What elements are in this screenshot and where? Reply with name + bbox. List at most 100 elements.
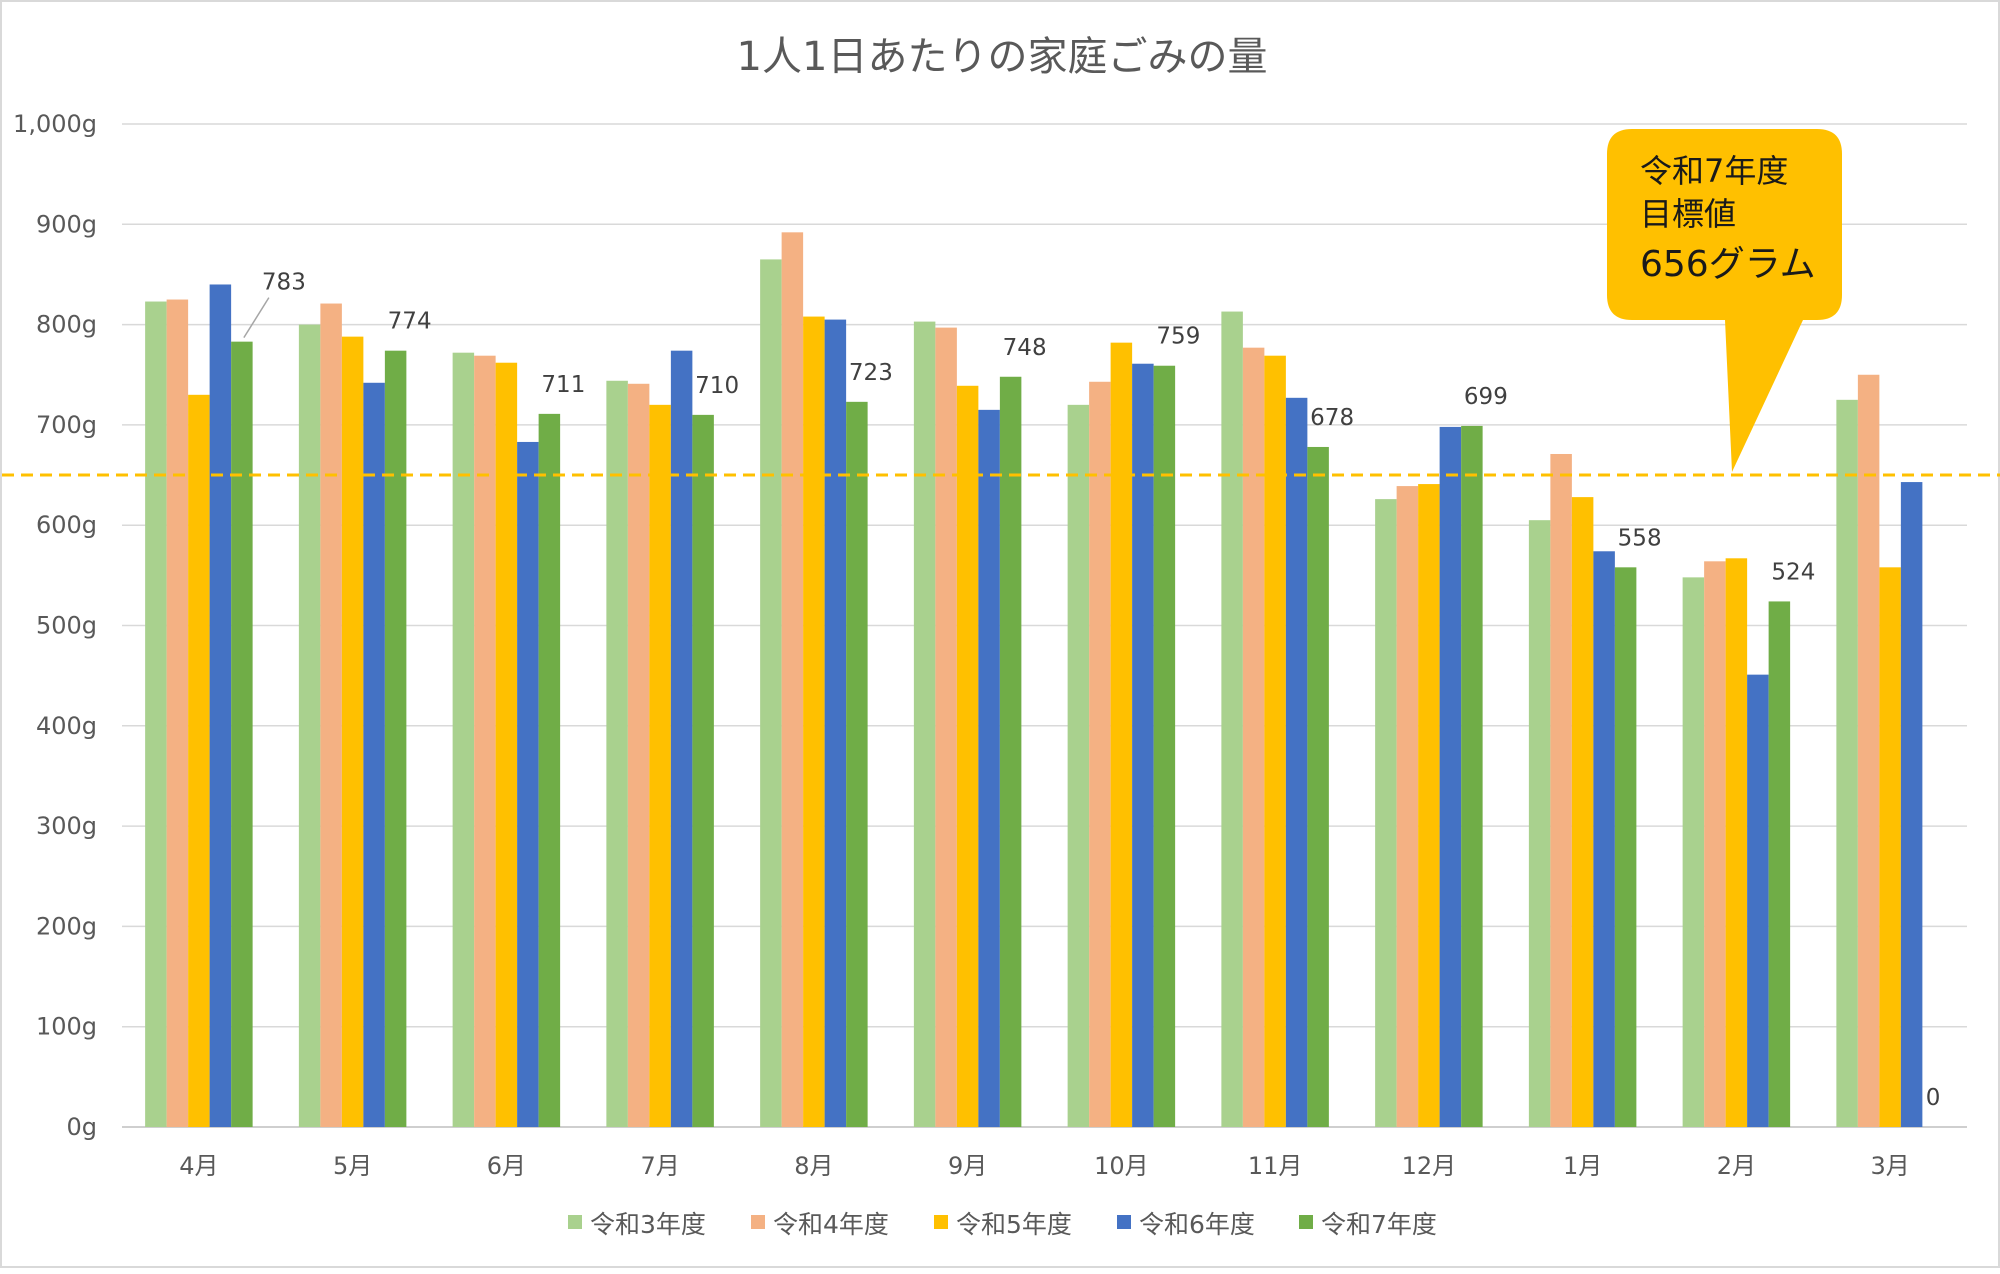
bar bbox=[1704, 561, 1726, 1127]
bar bbox=[692, 414, 714, 1127]
y-tick-label: 600g bbox=[36, 511, 97, 539]
data-label: 0 bbox=[1926, 1085, 1941, 1111]
bar bbox=[298, 324, 321, 1128]
x-tick-label: 2月 bbox=[1717, 1152, 1756, 1180]
bar bbox=[1153, 365, 1176, 1127]
callout-line3: 656グラム bbox=[1640, 244, 1816, 285]
legend-label: 令和7年度 bbox=[1321, 1210, 1437, 1239]
y-tick-label: 200g bbox=[36, 912, 97, 940]
bar bbox=[188, 394, 210, 1127]
legend-label: 令和6年度 bbox=[1139, 1210, 1255, 1239]
bar bbox=[1682, 577, 1705, 1127]
legend-swatch bbox=[568, 1215, 582, 1229]
bar bbox=[363, 382, 385, 1127]
x-tick-label: 12月 bbox=[1402, 1152, 1457, 1180]
bar bbox=[1221, 311, 1243, 1127]
bar bbox=[1396, 486, 1419, 1127]
bar bbox=[1242, 347, 1265, 1127]
chart-title: 1人1日あたりの家庭ごみの量 bbox=[737, 34, 1268, 80]
bar bbox=[1461, 425, 1483, 1127]
y-tick-label: 300g bbox=[36, 812, 97, 840]
y-tick-label: 700g bbox=[36, 411, 97, 439]
bar bbox=[1550, 453, 1572, 1127]
bar bbox=[606, 380, 628, 1127]
bar bbox=[1067, 404, 1090, 1128]
y-tick-label: 0g bbox=[66, 1113, 97, 1141]
y-tick-label: 1,000g bbox=[13, 110, 97, 138]
bar bbox=[1836, 399, 1858, 1127]
data-label: 783 bbox=[262, 270, 306, 296]
bar bbox=[1879, 567, 1901, 1127]
data-label: 699 bbox=[1464, 384, 1508, 410]
data-label: 748 bbox=[1003, 335, 1047, 361]
bar bbox=[452, 352, 475, 1128]
bar bbox=[166, 299, 189, 1127]
callout-line1: 令和7年度 bbox=[1640, 152, 1788, 190]
data-label: 759 bbox=[1156, 324, 1200, 350]
data-label: 723 bbox=[849, 360, 893, 386]
bar bbox=[341, 336, 364, 1127]
bar bbox=[1528, 520, 1551, 1127]
x-tick-label: 9月 bbox=[948, 1152, 987, 1180]
bar bbox=[935, 327, 957, 1127]
bar bbox=[1857, 374, 1880, 1127]
bar bbox=[1307, 446, 1329, 1127]
data-label: 710 bbox=[695, 373, 739, 399]
bar bbox=[781, 232, 804, 1128]
legend: 令和3年度 令和4年度 令和5年度 令和6年度 令和7年度 bbox=[568, 1210, 1437, 1239]
bar bbox=[1614, 567, 1637, 1127]
x-tick-label: 1月 bbox=[1563, 1152, 1602, 1180]
x-axis-ticks: 4月 5月 6月 7月 8月 9月 10月 11月 12月 1月 2月 3月 bbox=[179, 1152, 1910, 1180]
bar bbox=[1264, 355, 1286, 1127]
callout-line2: 目標値 bbox=[1640, 195, 1736, 233]
legend-swatch bbox=[1299, 1215, 1313, 1229]
bar bbox=[320, 303, 342, 1127]
bar bbox=[1089, 381, 1111, 1127]
data-label: 711 bbox=[541, 372, 585, 398]
bar-series bbox=[145, 232, 1923, 1128]
bar bbox=[760, 259, 782, 1127]
legend-swatch bbox=[934, 1215, 948, 1229]
bar bbox=[538, 413, 561, 1127]
y-tick-label: 400g bbox=[36, 712, 97, 740]
bar bbox=[1285, 397, 1308, 1128]
bar bbox=[978, 409, 1000, 1128]
bar bbox=[999, 376, 1022, 1128]
x-tick-label: 8月 bbox=[794, 1152, 833, 1180]
x-tick-label: 3月 bbox=[1870, 1152, 1909, 1180]
bar bbox=[231, 341, 253, 1127]
bar bbox=[209, 284, 232, 1128]
data-label: 558 bbox=[1618, 525, 1662, 551]
y-tick-label: 100g bbox=[36, 1013, 97, 1041]
bar bbox=[384, 350, 407, 1128]
x-tick-label: 7月 bbox=[640, 1152, 679, 1180]
bar bbox=[1747, 674, 1769, 1127]
y-tick-label: 500g bbox=[36, 612, 97, 640]
x-tick-label: 5月 bbox=[333, 1152, 372, 1180]
bar bbox=[1900, 482, 1923, 1127]
data-labels: 783 774 711 710 723 748 759 678 699 558 524 0 bbox=[243, 270, 1941, 1111]
bar bbox=[1418, 484, 1440, 1127]
data-label: 774 bbox=[388, 309, 432, 335]
callout-bubble bbox=[1607, 129, 1842, 472]
target-callout: 令和7年度 目標値 656グラム bbox=[1607, 129, 1842, 472]
bar bbox=[1110, 342, 1133, 1127]
bar bbox=[1375, 499, 1397, 1127]
bar bbox=[1768, 601, 1791, 1127]
bar bbox=[846, 401, 868, 1127]
bar bbox=[1439, 426, 1462, 1127]
bar bbox=[495, 362, 518, 1127]
legend-swatch bbox=[751, 1215, 765, 1229]
bar bbox=[803, 316, 825, 1127]
bar bbox=[956, 385, 979, 1128]
bar bbox=[517, 441, 539, 1127]
data-label: 524 bbox=[1771, 559, 1815, 585]
data-label-leader bbox=[243, 297, 270, 339]
bar bbox=[145, 301, 167, 1127]
x-tick-label: 6月 bbox=[487, 1152, 526, 1180]
bar bbox=[670, 350, 693, 1128]
bar bbox=[913, 321, 936, 1127]
bar bbox=[1571, 497, 1594, 1128]
